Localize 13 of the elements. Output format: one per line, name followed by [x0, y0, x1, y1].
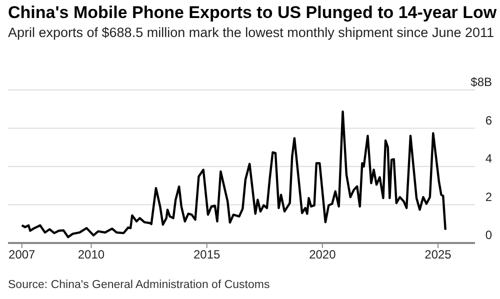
x-tick-label: 2015 — [193, 248, 220, 262]
y-tick-label: 6 — [485, 113, 492, 128]
source-note: Source: China's General Administration of Customs — [8, 279, 270, 291]
chart-title: China's Mobile Phone Exports to US Plunged to 14-year Low — [8, 3, 497, 23]
x-tick-label: 2025 — [424, 248, 452, 262]
x-tick-label: 2007 — [8, 248, 36, 262]
y-tick-label: 0 — [485, 228, 492, 242]
y-tick-label: 2 — [485, 190, 492, 204]
y-tick-label: $8B — [470, 75, 492, 89]
chart-subtitle: April exports of $688.5 million mark the lowest monthly shipment since June 2011 — [8, 25, 494, 40]
y-tick-label: 4 — [485, 152, 492, 166]
x-tick-label: 2020 — [309, 248, 336, 262]
x-tick-label: 2010 — [78, 248, 105, 262]
